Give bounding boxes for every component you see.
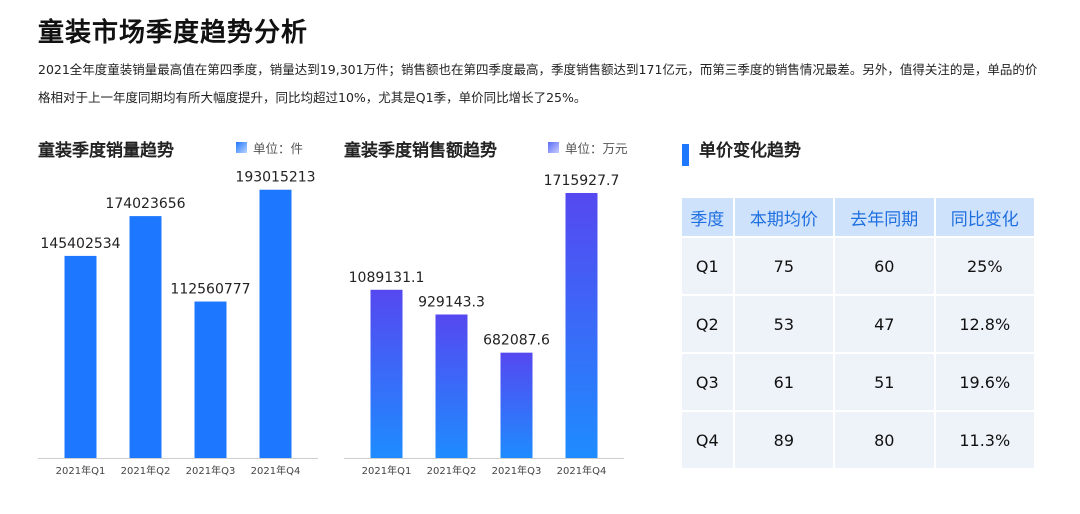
x-tick-label: 2021年Q3 bbox=[186, 464, 236, 477]
bar-value-label: 929143.3 bbox=[418, 294, 485, 310]
bar bbox=[129, 216, 162, 458]
bar-value-label: 1089131.1 bbox=[349, 270, 425, 286]
table-cell: 51 bbox=[835, 354, 934, 410]
page-title: 童装市场季度趋势分析 bbox=[38, 18, 309, 48]
table-cell: Q2 bbox=[682, 296, 733, 352]
sales-volume-bar-chart: 145402534 2021年Q1 174023656 2021年Q2 11256077… bbox=[38, 170, 318, 477]
table-cell: 12.8% bbox=[935, 296, 1034, 352]
x-tick-label: 2021年Q2 bbox=[121, 464, 171, 477]
unit-price-table-title: 单价变化趋势 bbox=[699, 141, 801, 161]
x-tick-label: 2021年Q1 bbox=[362, 464, 412, 477]
x-tick-label: 2021年Q4 bbox=[557, 464, 607, 477]
bar-value-label: 682087.6 bbox=[483, 333, 550, 349]
bar bbox=[194, 301, 227, 458]
header-current-price: 本期均价 bbox=[734, 198, 834, 236]
header-quarter: 季度 bbox=[682, 198, 733, 236]
sales-amount-unit-legend: 单位：万元 bbox=[548, 138, 628, 157]
sales-amount-bar-chart: 1089131.1 2021年Q1 929143.3 2021年Q2 682087.6 2… bbox=[344, 173, 624, 477]
sales-amount-chart-title: 童装季度销售额趋势 bbox=[344, 141, 497, 161]
bar bbox=[565, 192, 598, 458]
table-cell: 61 bbox=[734, 354, 834, 410]
sales-volume-unit-legend: 单位：件 bbox=[236, 138, 303, 157]
table-cell: Q4 bbox=[682, 412, 733, 468]
table-title-marker bbox=[682, 144, 689, 166]
table-cell: 19.6% bbox=[935, 354, 1034, 410]
table-cell: 75 bbox=[734, 238, 834, 294]
bar-value-label: 112560777 bbox=[170, 282, 250, 298]
table-row: Q3 61 51 19.6% bbox=[682, 354, 1034, 410]
legend-swatch-icon bbox=[236, 142, 247, 153]
sales-volume-unit: 单位：件 bbox=[253, 141, 304, 156]
bar bbox=[64, 255, 97, 458]
x-tick-label: 2021年Q2 bbox=[427, 464, 477, 477]
legend-swatch-icon bbox=[548, 142, 559, 153]
table-header-row: 季度 本期均价 去年同期 同比变化 bbox=[682, 198, 1034, 236]
table-cell: 60 bbox=[835, 238, 934, 294]
summary-text: 2021全年度童装销量最高值在第四季度，销量达到19,301万件；销售额也在第四… bbox=[38, 62, 1038, 105]
table-cell: 47 bbox=[835, 296, 934, 352]
sales-volume-chart-title: 童装季度销量趋势 bbox=[38, 141, 174, 161]
table-cell: 25% bbox=[935, 238, 1034, 294]
bar-value-label: 145402534 bbox=[40, 236, 120, 252]
bar-value-label: 174023656 bbox=[105, 196, 185, 212]
bar bbox=[500, 352, 533, 458]
x-tick-label: 2021年Q3 bbox=[492, 464, 542, 477]
table-cell: Q3 bbox=[682, 354, 733, 410]
table-cell: 80 bbox=[835, 412, 934, 468]
bar-value-label: 1715927.7 bbox=[544, 173, 620, 189]
table-cell: 11.3% bbox=[935, 412, 1034, 468]
table-row: Q1 75 60 25% bbox=[682, 238, 1034, 294]
table-row: Q4 89 80 11.3% bbox=[682, 412, 1034, 468]
bar bbox=[370, 289, 403, 458]
table-cell: 53 bbox=[734, 296, 834, 352]
header-last-year-price: 去年同期 bbox=[835, 198, 934, 236]
bar bbox=[435, 314, 468, 458]
sales-amount-unit: 单位：万元 bbox=[565, 141, 628, 156]
header-yoy-change: 同比变化 bbox=[935, 198, 1034, 236]
bar bbox=[259, 189, 292, 458]
table-cell: Q1 bbox=[682, 238, 733, 294]
table-row: Q2 53 47 12.8% bbox=[682, 296, 1034, 352]
unit-price-table: 季度 本期均价 去年同期 同比变化 Q1 75 60 25% Q2 53 47 … bbox=[680, 196, 1036, 470]
bar-value-label: 193015213 bbox=[235, 170, 315, 186]
table-cell: 89 bbox=[734, 412, 834, 468]
x-tick-label: 2021年Q4 bbox=[251, 464, 301, 477]
x-tick-label: 2021年Q1 bbox=[56, 464, 106, 477]
